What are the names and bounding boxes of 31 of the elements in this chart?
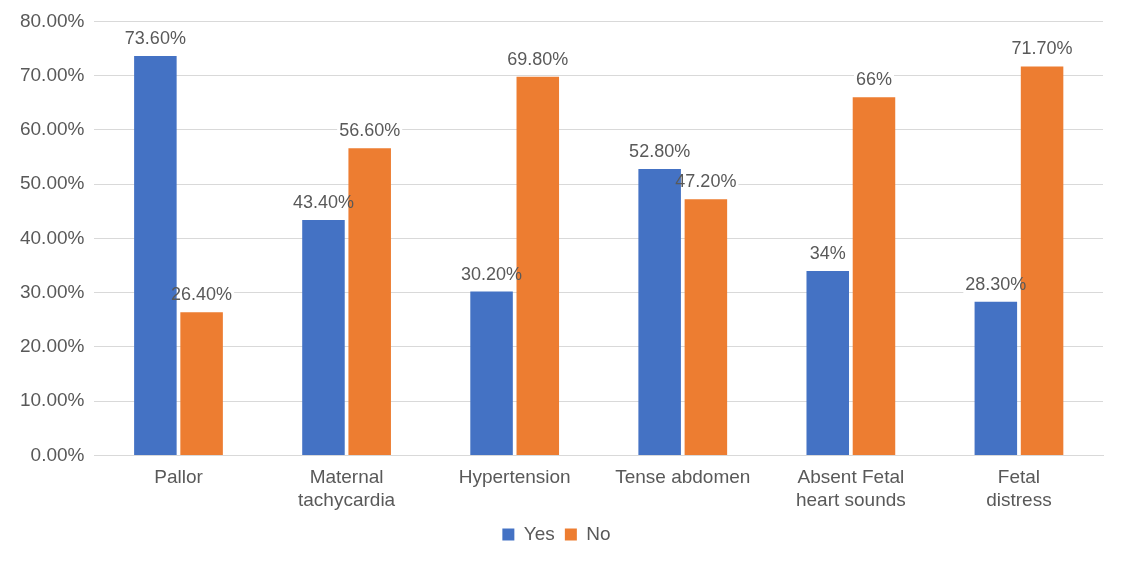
bar xyxy=(852,97,896,455)
y-tick-label: 0.00% xyxy=(30,443,85,465)
y-tick-label: 80.00% xyxy=(19,9,85,31)
x-tick-label: Fetal distress xyxy=(986,466,1052,510)
y-tick-label: 30.00% xyxy=(19,280,85,302)
y-tick-label: 70.00% xyxy=(19,63,85,85)
data-label: 66% xyxy=(855,69,892,90)
y-tick-label: 60.00% xyxy=(19,118,85,140)
data-label: 34% xyxy=(809,242,846,263)
legend-label: Yes xyxy=(523,522,555,544)
legend-label: No xyxy=(586,522,611,544)
y-tick-label: 50.00% xyxy=(19,172,85,194)
data-label: 71.70% xyxy=(1011,38,1073,59)
x-tick-label: Tense abdomen xyxy=(615,466,751,488)
bar xyxy=(974,301,1018,455)
x-tick-label: Maternal tachycardia xyxy=(297,466,396,510)
bar xyxy=(684,199,728,455)
data-label: 69.80% xyxy=(507,48,569,69)
y-tick-label: 10.00% xyxy=(19,389,85,411)
y-tick-label: 20.00% xyxy=(19,335,85,357)
x-tick-label: Hypertension xyxy=(458,466,571,488)
x-tick-label: Pallor xyxy=(154,466,204,488)
bar xyxy=(180,312,223,455)
bar xyxy=(470,291,513,455)
bar xyxy=(302,219,345,455)
data-label: 73.60% xyxy=(124,28,186,49)
y-tick-label: 40.00% xyxy=(19,226,85,248)
data-label: 56.60% xyxy=(339,120,401,141)
bar xyxy=(806,270,850,455)
x-tick-label: Absent Fetal heart sounds xyxy=(795,466,906,510)
data-label: 52.80% xyxy=(629,140,691,161)
